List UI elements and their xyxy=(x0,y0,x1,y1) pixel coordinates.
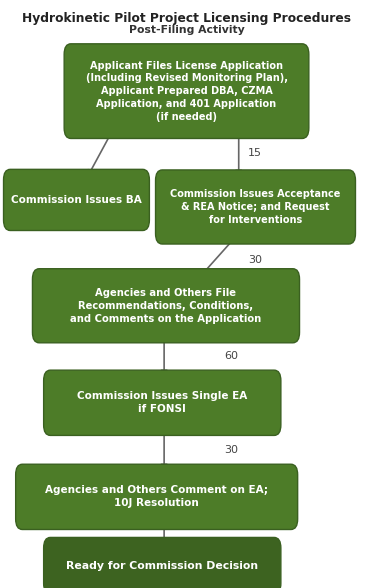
Text: 30: 30 xyxy=(224,445,238,455)
FancyBboxPatch shape xyxy=(156,170,355,244)
Text: 30: 30 xyxy=(248,255,262,265)
Text: Hydrokinetic Pilot Project Licensing Procedures: Hydrokinetic Pilot Project Licensing Pro… xyxy=(22,12,351,25)
FancyBboxPatch shape xyxy=(64,44,309,139)
Text: 15: 15 xyxy=(248,148,262,158)
Text: Applicant Files License Application
(Including Revised Monitoring Plan),
Applica: Applicant Files License Application (Inc… xyxy=(85,61,288,122)
Text: Commission Issues Single EA
if FONSI: Commission Issues Single EA if FONSI xyxy=(77,392,247,414)
FancyBboxPatch shape xyxy=(16,465,298,529)
Text: Agencies and Others Comment on EA;
10J Resolution: Agencies and Others Comment on EA; 10J R… xyxy=(45,486,268,508)
Text: 60: 60 xyxy=(224,350,238,361)
FancyBboxPatch shape xyxy=(32,269,300,343)
Text: Post-Filing Activity: Post-Filing Activity xyxy=(129,25,244,35)
Text: Commission Issues BA: Commission Issues BA xyxy=(11,195,142,205)
Text: Agencies and Others File
Recommendations, Conditions,
and Comments on the Applic: Agencies and Others File Recommendations… xyxy=(70,288,261,323)
FancyBboxPatch shape xyxy=(44,370,281,435)
Text: Ready for Commission Decision: Ready for Commission Decision xyxy=(66,560,258,571)
FancyBboxPatch shape xyxy=(3,169,149,230)
Text: Commission Issues Acceptance
& REA Notice; and Request
for Interventions: Commission Issues Acceptance & REA Notic… xyxy=(170,189,341,225)
FancyBboxPatch shape xyxy=(44,537,281,588)
